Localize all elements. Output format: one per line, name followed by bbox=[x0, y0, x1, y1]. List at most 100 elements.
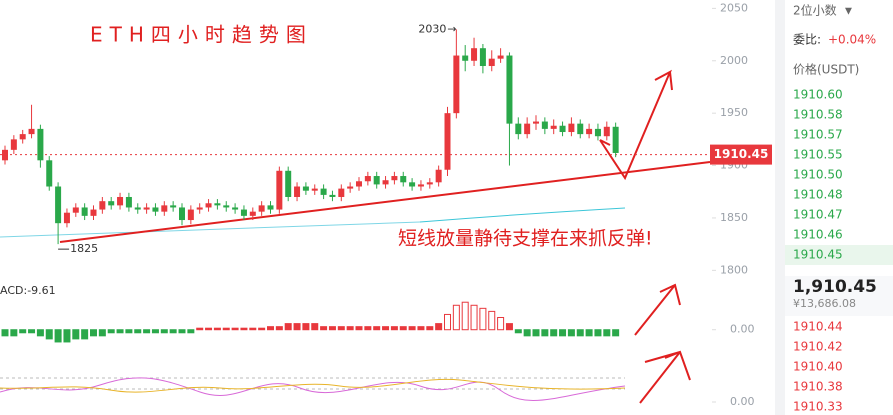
bid-price[interactable]: 1910.42 bbox=[793, 340, 843, 354]
macd-bar bbox=[116, 329, 124, 334]
candle-body bbox=[46, 160, 53, 187]
candle-body bbox=[55, 186, 62, 224]
splitter[interactable] bbox=[775, 0, 785, 415]
ask-price[interactable]: 1910.50 bbox=[793, 168, 843, 182]
macd-bar bbox=[435, 323, 443, 331]
candle-body bbox=[63, 212, 70, 224]
candle-body bbox=[444, 113, 451, 170]
bid-price[interactable]: 1910.44 bbox=[793, 320, 843, 334]
low-label: 1825 bbox=[70, 242, 98, 255]
ask-price[interactable]: 1910.60 bbox=[793, 88, 843, 102]
ma-decoration bbox=[0, 221, 421, 238]
candle-body bbox=[152, 207, 159, 212]
macd-bar bbox=[275, 326, 283, 331]
candle-body bbox=[559, 125, 566, 133]
candle-body bbox=[249, 211, 256, 216]
ask-price[interactable]: 1910.46 bbox=[793, 228, 843, 242]
candle-body bbox=[276, 170, 283, 210]
macd-bar bbox=[532, 329, 540, 337]
macd-bar bbox=[151, 329, 159, 334]
candle-body bbox=[19, 134, 26, 140]
macd-bar bbox=[10, 329, 18, 337]
macd-bar bbox=[426, 326, 434, 331]
candle-body bbox=[2, 149, 8, 161]
ask-price[interactable]: 1910.55 bbox=[793, 148, 843, 162]
macd-bar bbox=[302, 323, 310, 331]
last-price-tag bbox=[710, 144, 772, 165]
macd-bar bbox=[408, 326, 416, 331]
bid-price[interactable]: 1910.40 bbox=[793, 360, 843, 374]
candle-body bbox=[488, 58, 495, 67]
bid-price[interactable]: 1910.33 bbox=[793, 400, 843, 414]
candle-body bbox=[294, 186, 301, 197]
candle-body bbox=[258, 205, 265, 212]
macd-bar bbox=[346, 326, 354, 331]
y-tick-label: 1800 bbox=[720, 263, 748, 276]
candle-body bbox=[81, 207, 88, 216]
candle-body bbox=[586, 128, 593, 135]
candle-body bbox=[435, 169, 442, 183]
macd-bar bbox=[550, 329, 558, 337]
macd-bar bbox=[160, 329, 168, 334]
hand-arrow bbox=[599, 139, 611, 146]
macd-bar bbox=[594, 329, 602, 337]
candle-body bbox=[134, 207, 141, 210]
macd-bar bbox=[1, 329, 9, 337]
candle-body bbox=[179, 207, 185, 221]
ask-price[interactable]: 1910.58 bbox=[793, 108, 843, 122]
price-header: 价格(USDT) bbox=[793, 62, 859, 77]
y-tick-label: 1850 bbox=[720, 211, 748, 224]
candle-body bbox=[533, 121, 539, 124]
ask-price[interactable]: 1910.48 bbox=[793, 188, 843, 202]
macd-bar bbox=[320, 326, 328, 331]
candle-body bbox=[550, 125, 557, 129]
macd-bar bbox=[328, 326, 336, 331]
candle-body bbox=[409, 182, 416, 187]
candle-body bbox=[364, 176, 371, 182]
decimals-select[interactable]: 2位小数 bbox=[793, 3, 837, 18]
macd-bar bbox=[90, 329, 97, 337]
candle-body bbox=[329, 194, 336, 197]
bid-price[interactable]: 1910.38 bbox=[793, 380, 843, 394]
annotation: 短线放量静待支撑在来抓反弹! bbox=[398, 228, 653, 250]
macd-bar bbox=[497, 317, 505, 331]
candle-body bbox=[462, 55, 469, 61]
high-arrow: → bbox=[447, 22, 456, 35]
candle-body bbox=[320, 188, 327, 195]
macd-bar bbox=[567, 329, 575, 337]
support-trendline bbox=[59, 161, 711, 243]
macd-bar bbox=[452, 304, 460, 331]
candle-body bbox=[205, 203, 212, 208]
current-cny: ¥13,686.08 bbox=[793, 297, 856, 310]
ask-price[interactable]: 1910.47 bbox=[793, 208, 843, 222]
candle-body bbox=[170, 205, 177, 208]
macd-bar bbox=[479, 307, 487, 331]
candle-body bbox=[28, 128, 35, 135]
candle-body bbox=[417, 184, 424, 187]
candle-body bbox=[400, 176, 407, 183]
candle-body bbox=[338, 188, 345, 197]
candle-body bbox=[373, 176, 380, 185]
macd-bar bbox=[373, 326, 381, 331]
macd-bar bbox=[98, 329, 106, 337]
hand-arrow bbox=[639, 351, 681, 404]
candle-body bbox=[187, 209, 194, 221]
macd-bar bbox=[293, 323, 301, 331]
candle-body bbox=[391, 176, 398, 181]
candle-body bbox=[515, 123, 522, 135]
macd-bar bbox=[125, 329, 133, 334]
macd-bar bbox=[231, 327, 239, 331]
last-price-label: 1910.45 bbox=[714, 147, 769, 161]
ask-price[interactable]: 1910.57 bbox=[793, 128, 843, 142]
ratio-value: +0.04% bbox=[828, 33, 876, 47]
ask-price[interactable]: 1910.45 bbox=[793, 248, 843, 262]
y-tick-label: 2050 bbox=[720, 1, 748, 14]
ask-highlight bbox=[785, 245, 893, 265]
macd-bar bbox=[267, 326, 274, 331]
macd-label: ACD:-9.61 bbox=[0, 284, 56, 297]
candle-body bbox=[541, 121, 548, 129]
macd-bar bbox=[54, 329, 62, 343]
macd-bar bbox=[178, 329, 186, 334]
macd-bar bbox=[36, 329, 44, 337]
candle-body bbox=[214, 203, 221, 206]
